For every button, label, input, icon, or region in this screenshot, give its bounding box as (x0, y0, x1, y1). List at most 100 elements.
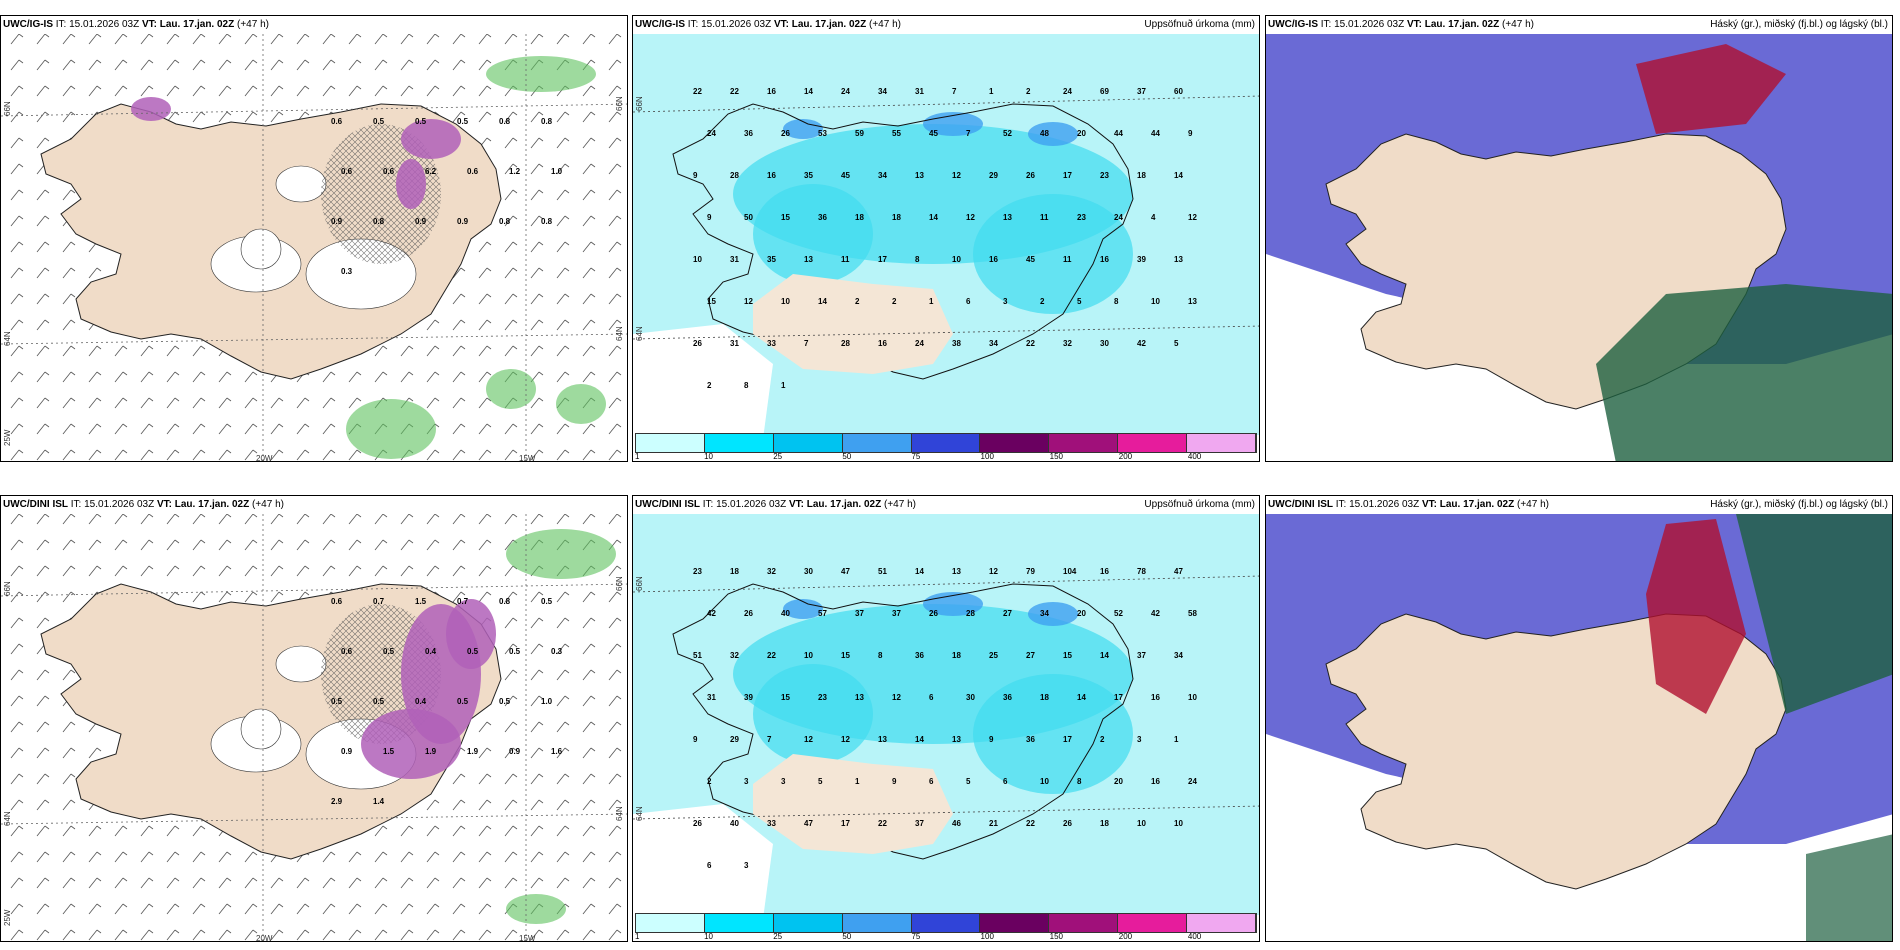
value-label: 18 (892, 213, 901, 222)
wind-barb (296, 397, 306, 409)
wind-barb (530, 773, 540, 785)
lead-time: (+47 h) (869, 19, 901, 30)
wind-barb (192, 423, 202, 435)
value-label: 48 (1040, 129, 1049, 138)
wind-barb (400, 851, 410, 863)
value-label: 39 (744, 693, 753, 702)
wind-barb (556, 591, 566, 603)
wind-barb (504, 877, 514, 889)
value-label: 14 (1077, 693, 1086, 702)
wind-barb (452, 371, 462, 383)
wind-barb (140, 371, 150, 383)
legend-swatch (911, 434, 981, 452)
wind-barb (556, 137, 566, 149)
wind-barb (426, 514, 436, 525)
vt-label: VT: (156, 499, 172, 510)
wind-barb (556, 825, 566, 837)
wind-barb (478, 423, 488, 435)
wind-barb (270, 423, 280, 435)
wind-barb (62, 877, 72, 889)
wind-barb (478, 371, 488, 383)
axis-label: 66N (635, 96, 644, 111)
value-label: 16 (878, 339, 887, 348)
value-label: 0.7 (373, 597, 385, 606)
value-label: 4 (1151, 213, 1156, 222)
wind-barb (36, 449, 46, 461)
wind-barb (426, 799, 436, 811)
wind-barb (452, 851, 462, 863)
value-label: 13 (855, 693, 864, 702)
wind-barb (270, 591, 280, 603)
wind-barb (10, 397, 20, 409)
value-label: 9 (707, 213, 712, 222)
value-label: 8 (878, 651, 883, 660)
value-label: 0.4 (415, 697, 427, 706)
wind-barb (582, 877, 592, 889)
axis-label: 64N (635, 806, 644, 821)
wind-barb (556, 617, 566, 629)
it-value: 15.01.2026 03Z (1334, 19, 1405, 30)
wind-barb (530, 747, 540, 759)
wind-barb (582, 137, 592, 149)
legend-tick: 10 (704, 932, 714, 941)
wind-barb (608, 449, 618, 461)
value-label: 13 (1174, 255, 1183, 264)
wind-barb (322, 514, 332, 525)
wind-barb (556, 293, 566, 305)
wind-barb (608, 397, 618, 409)
wind-barb (166, 851, 176, 863)
value-label: 1.5 (383, 747, 395, 756)
value-label: 0.9 (509, 747, 521, 756)
wind-barb (478, 591, 488, 603)
value-label: 14 (929, 213, 938, 222)
wind-barb (608, 591, 618, 603)
wind-barb (582, 319, 592, 331)
wind-barb (530, 241, 540, 253)
wind-barb (478, 747, 488, 759)
wind-barb (608, 85, 618, 97)
axis-label: 15W (519, 454, 536, 462)
value-label: 0.6 (383, 167, 395, 176)
wind-barb (62, 851, 72, 863)
value-label: 34 (878, 87, 887, 96)
wind-barb (530, 215, 540, 227)
wind-barb (530, 799, 540, 811)
panel-1: UWC/IG-IS IT: 15.01.2026 03Z VT: Lau. 17… (632, 15, 1260, 462)
wind-barb (36, 825, 46, 837)
wind-barb (10, 695, 20, 707)
wind-barb (244, 565, 254, 577)
wind-barb (244, 85, 254, 97)
value-label: 69 (1100, 87, 1109, 96)
value-label: 20 (1114, 777, 1123, 786)
value-label: 37 (855, 609, 864, 618)
it-value: 15.01.2026 03Z (69, 19, 140, 30)
wind-barb (608, 59, 618, 71)
wind-barb (478, 293, 488, 305)
value-label: 3 (1137, 735, 1142, 744)
wind-barb (452, 319, 462, 331)
value-label: 13 (804, 255, 813, 264)
vt-label: VT: (788, 499, 804, 510)
wind-barb (478, 241, 488, 253)
wind-barb (322, 59, 332, 71)
wind-barb (62, 241, 72, 253)
wind-barb (504, 721, 514, 733)
wind-barb (88, 267, 98, 279)
value-label: 51 (878, 567, 887, 576)
wind-barb (426, 877, 436, 889)
value-label: 26 (693, 819, 702, 828)
value-label: 2 (1100, 735, 1105, 744)
axis-label: 66N (615, 576, 624, 591)
wind-barb (582, 293, 592, 305)
lead-time: (+47 h) (237, 19, 269, 30)
value-label: 31 (707, 693, 716, 702)
wind-barb (244, 449, 254, 461)
mid-cloud (1806, 834, 1892, 941)
value-label: 0.9 (341, 747, 353, 756)
value-label: 1.6 (551, 747, 563, 756)
wind-barb (36, 319, 46, 331)
wind-barb (582, 449, 592, 461)
wind-barb (530, 695, 540, 707)
wind-barb (192, 539, 202, 551)
it-value: 15.01.2026 03Z (716, 499, 787, 510)
